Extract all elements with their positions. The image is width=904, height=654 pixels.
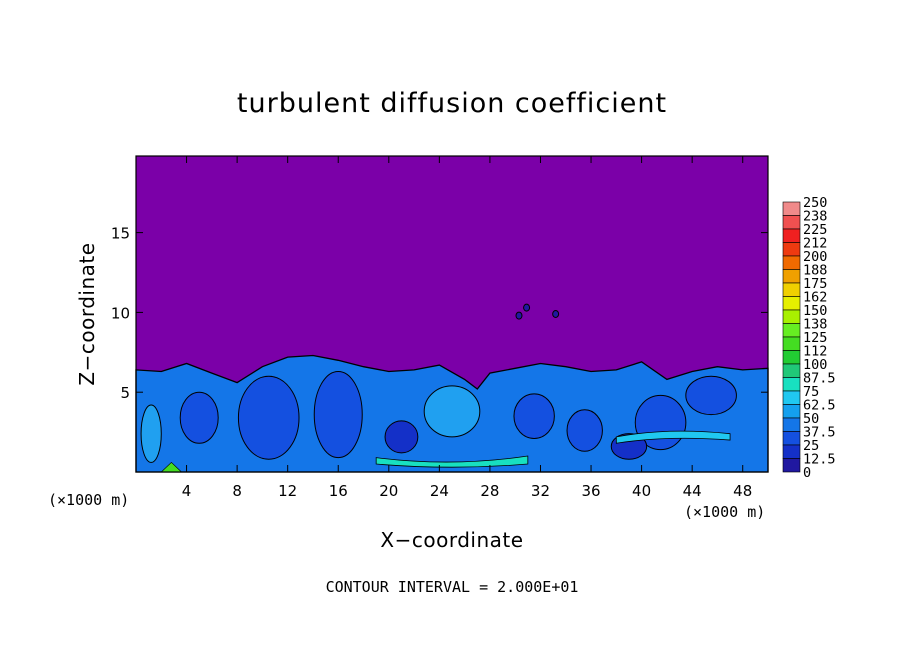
colorbar-label: 175	[803, 276, 827, 292]
x-tick-label: 16	[329, 482, 348, 500]
x-tick-label: 48	[733, 482, 752, 500]
y-axis-label: Z−coordinate	[75, 242, 99, 385]
x-tick-label: 36	[581, 482, 600, 500]
colorbar-swatch	[782, 228, 801, 243]
colorbar-label: 12.5	[803, 452, 836, 468]
colorbar-label: 50	[803, 411, 819, 427]
eddy	[384, 420, 419, 454]
x-axis: 4 8 12 16 20 24 28 32 36 40 44 48	[182, 156, 752, 500]
x-tick-label: 28	[480, 482, 499, 500]
colorbar-swatch	[782, 215, 801, 230]
x-tick-label: 4	[182, 482, 192, 500]
x-tick-label: 44	[683, 482, 702, 500]
colorbar-swatch	[782, 444, 801, 459]
isolated-blob	[515, 311, 523, 320]
colorbar-swatch	[782, 390, 801, 405]
colorbar-label: 62.5	[803, 398, 836, 414]
eddy	[140, 404, 162, 463]
footer-contour-interval: CONTOUR INTERVAL = 2.000E+01	[326, 578, 579, 596]
colorbar-swatch	[782, 363, 801, 378]
colorbar-label: 75	[803, 384, 819, 400]
colorbar-label: 112	[803, 344, 827, 360]
colorbar-swatch	[782, 282, 801, 297]
eddy	[685, 375, 737, 416]
colorbar-label: 25	[803, 438, 819, 454]
x-unit-right: (×1000 m)	[684, 503, 765, 521]
colorbar-label: 225	[803, 222, 827, 238]
surface-filament	[375, 455, 529, 468]
colorbar-label: 212	[803, 236, 827, 252]
colorbar-label: 100	[803, 357, 827, 373]
colorbar-label: 238	[803, 209, 827, 225]
x-axis-label: X−coordinate	[380, 528, 523, 552]
x-tick-label: 24	[430, 482, 449, 500]
colorbar-swatch	[782, 431, 801, 446]
x-unit-left: (×1000 m)	[48, 491, 129, 509]
y-tick-label: 5	[120, 384, 130, 402]
colorbar-swatch	[782, 336, 801, 351]
x-tick-label: 32	[531, 482, 550, 500]
isolated-blob	[552, 310, 560, 318]
colorbar-swatch	[782, 255, 801, 270]
colorbar-swatch	[782, 201, 801, 216]
colorbar-swatch	[782, 309, 801, 324]
x-tick-label: 40	[632, 482, 651, 500]
isolated-blob	[523, 303, 531, 312]
colorbar-swatch	[782, 296, 801, 311]
chart-title: turbulent diffusion coefficient	[237, 88, 667, 119]
colorbar-label: 0	[803, 465, 811, 481]
plot-area	[135, 155, 769, 473]
colorbar-label: 188	[803, 263, 827, 279]
x-tick-label: 12	[278, 482, 297, 500]
colorbar-label: 138	[803, 317, 827, 333]
y-tick-label: 15	[111, 225, 130, 243]
colorbar-swatch	[782, 242, 801, 257]
colorbar-label: 125	[803, 330, 827, 346]
colorbar-label: 200	[803, 249, 827, 265]
x-tick-label: 8	[232, 482, 242, 500]
colorbar-swatch	[782, 417, 801, 432]
colorbar: 2502382252122001881751621501381251121008…	[782, 195, 836, 481]
y-tick-label: 10	[111, 304, 130, 322]
eddy	[313, 370, 363, 459]
eddy	[513, 393, 555, 439]
eddy	[423, 385, 481, 438]
colorbar-label: 37.5	[803, 425, 836, 441]
eddy	[237, 375, 300, 460]
eddy	[179, 391, 219, 444]
colorbar-label: 162	[803, 290, 827, 306]
colorbar-swatch	[782, 404, 801, 419]
colorbar-swatch	[782, 350, 801, 365]
eddy	[566, 409, 603, 452]
turbulence-field	[135, 303, 769, 473]
x-tick-label: 20	[379, 482, 398, 500]
colorbar-label: 150	[803, 303, 827, 319]
colorbar-label: 250	[803, 195, 827, 211]
colorbar-swatch	[782, 458, 801, 473]
mid-filament	[615, 430, 731, 444]
colorbar-swatch	[782, 377, 801, 392]
colorbar-swatch	[782, 323, 801, 338]
y-axis: 5 10 15	[111, 225, 768, 402]
colorbar-swatch	[782, 269, 801, 284]
colorbar-label: 87.5	[803, 371, 836, 387]
plot-frame	[135, 155, 769, 473]
